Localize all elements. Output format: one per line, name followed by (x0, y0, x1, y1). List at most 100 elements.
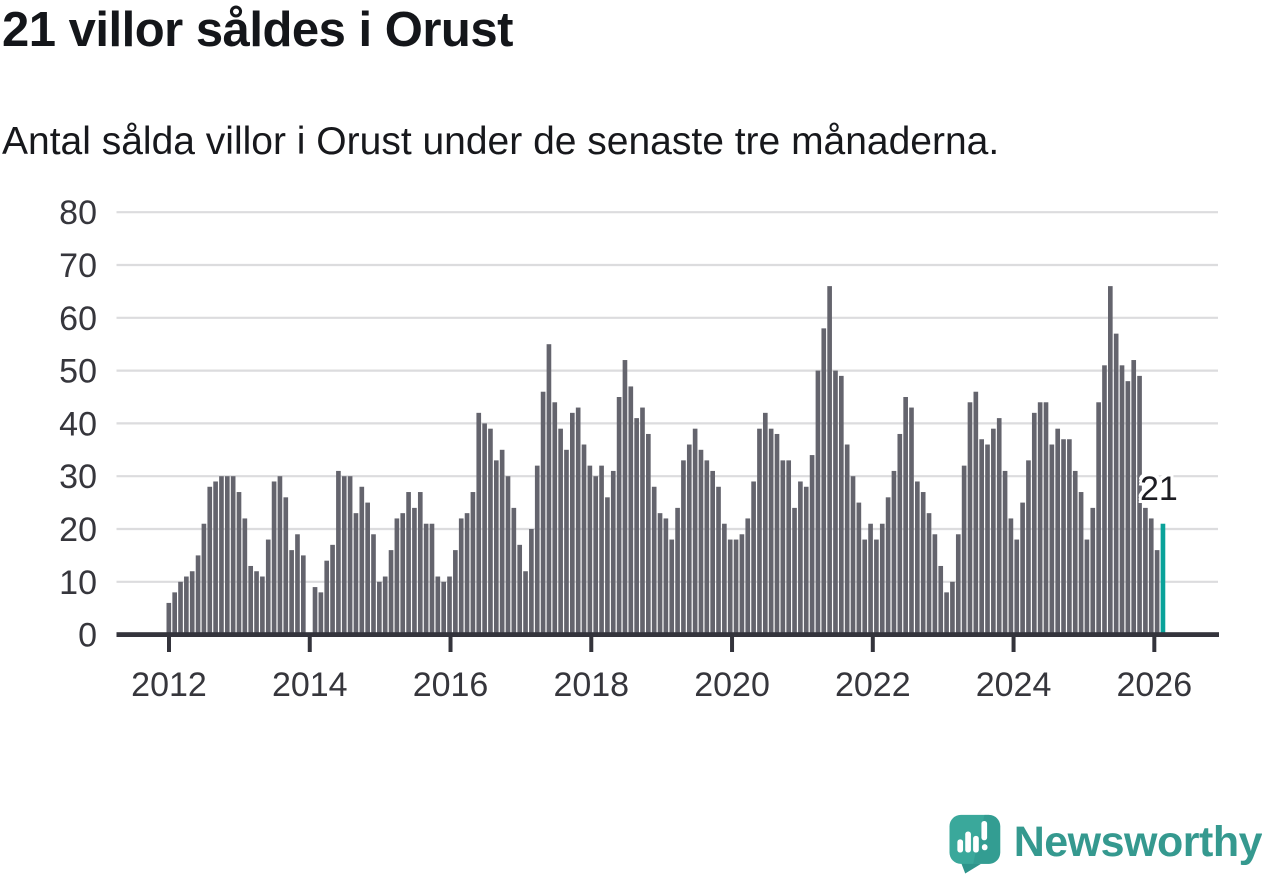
bar (669, 539, 675, 635)
bar (546, 344, 552, 635)
bar (581, 444, 587, 635)
bar (663, 518, 669, 635)
last-value-label: 21 (1140, 470, 1178, 508)
bar (1108, 286, 1113, 635)
bar (967, 402, 973, 635)
bar (716, 486, 721, 635)
bar (336, 470, 341, 635)
bar (698, 449, 704, 635)
bar (505, 476, 511, 635)
bar (312, 587, 318, 635)
svg-text:10: 10 (59, 564, 97, 602)
bar (675, 507, 680, 635)
bar (189, 571, 195, 635)
x-tick-labels: 2012 2014 2016 2018 2020 2022 2024 2026 (131, 666, 1192, 704)
bar (1096, 402, 1101, 635)
bars (166, 286, 1166, 635)
bar (365, 502, 370, 635)
bar (1137, 375, 1142, 635)
bar (470, 492, 476, 635)
bar (230, 476, 236, 635)
bar (681, 460, 686, 635)
highlighted-bar (1160, 523, 1166, 635)
bar (207, 486, 213, 635)
bar (1043, 402, 1049, 635)
bar (809, 455, 815, 635)
bar (891, 470, 897, 635)
svg-text:80: 80 (59, 194, 97, 232)
bar (283, 497, 289, 635)
bar (219, 476, 224, 635)
bar (628, 386, 634, 635)
bar (295, 534, 300, 635)
bar (692, 428, 698, 635)
svg-text:2022: 2022 (835, 666, 911, 704)
svg-text:2014: 2014 (272, 666, 348, 704)
newsworthy-wordmark: Newsworthy (1013, 817, 1262, 866)
bar (570, 412, 575, 635)
x-axis (116, 632, 1219, 652)
bar (201, 523, 207, 635)
bar (704, 460, 710, 635)
bar (991, 428, 996, 635)
bar (780, 460, 786, 635)
bar (271, 481, 277, 635)
bar (593, 476, 599, 635)
bar (1143, 507, 1148, 635)
svg-text:2016: 2016 (413, 666, 489, 704)
bar (833, 370, 838, 635)
bar (640, 407, 645, 635)
y-tick-labels: 0 10 20 30 40 50 60 70 80 (59, 194, 97, 654)
bar (774, 433, 780, 635)
bar (879, 523, 885, 635)
bar (213, 481, 218, 635)
bar (657, 513, 663, 635)
bar (236, 492, 242, 635)
bar (727, 539, 733, 635)
bar (739, 534, 745, 635)
bar (400, 513, 406, 635)
bar (932, 534, 938, 635)
bar (476, 412, 482, 635)
svg-text:2012: 2012 (131, 666, 207, 704)
bar (1119, 365, 1125, 635)
bar (493, 460, 499, 635)
bar (844, 444, 850, 635)
bar (1131, 360, 1137, 635)
bar (488, 428, 493, 635)
bar (996, 418, 1002, 635)
bar (1067, 439, 1072, 635)
bar (839, 375, 844, 635)
bar (301, 555, 306, 635)
bar (751, 481, 756, 635)
svg-text:0: 0 (78, 617, 97, 655)
bar (178, 581, 183, 635)
bar (458, 518, 464, 635)
bar (757, 428, 762, 635)
svg-text:60: 60 (59, 300, 97, 338)
bar (534, 465, 540, 635)
bar (903, 397, 908, 635)
bar (289, 550, 294, 635)
bar (382, 576, 388, 635)
svg-text:2020: 2020 (694, 666, 770, 704)
bar (417, 492, 423, 635)
bar (850, 476, 856, 635)
bar (979, 439, 984, 635)
bar (862, 539, 868, 635)
bar (318, 592, 324, 635)
bar (1026, 460, 1031, 635)
bar (435, 576, 441, 635)
bar (388, 550, 394, 635)
bar (792, 507, 797, 635)
bar (973, 391, 979, 635)
bar (815, 370, 821, 635)
bar (260, 576, 265, 635)
bar (412, 507, 417, 635)
bar (733, 539, 739, 635)
newsworthy-branding: Newsworthy (946, 806, 1262, 878)
bar (517, 544, 523, 635)
page-title: 21 villor såldes i Orust (2, 3, 513, 57)
bar (897, 433, 903, 635)
bar (1125, 381, 1131, 635)
